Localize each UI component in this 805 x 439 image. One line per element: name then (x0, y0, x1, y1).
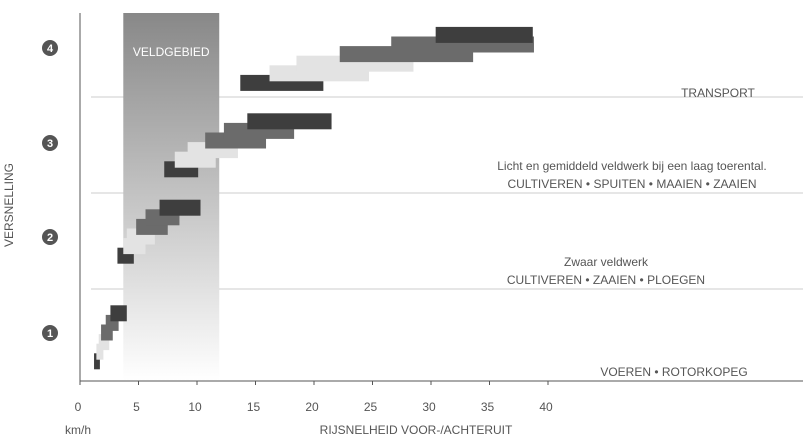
gear-badges: 1 2 3 4 (42, 40, 58, 341)
gear-label: 2 (47, 232, 53, 244)
speed-range-bar (94, 353, 100, 370)
gear-badge (42, 40, 58, 56)
x-tick-label: 0 (75, 400, 82, 414)
speed-range-bar (98, 334, 110, 351)
x-axis-label: RIJSNELHEID VOOR-/ACHTERUIT (320, 423, 513, 437)
zone-label-line: CULTIVEREN • SPUITEN • MAAIEN • ZAAIEN (507, 177, 756, 191)
y-axis-label: VERSNELLING (2, 163, 16, 247)
x-tick-label: 10 (188, 400, 202, 414)
gear-label: 4 (47, 43, 54, 55)
speed-range-bar (110, 305, 127, 322)
x-tick-label: 40 (539, 400, 553, 414)
x-tick-label: 30 (422, 400, 436, 414)
field-zone: VELDGEBIED (123, 13, 220, 381)
x-tick-label: 20 (305, 400, 319, 414)
axes: 0 5 10 15 20 25 30 35 40 (75, 13, 803, 414)
speed-range-bar (101, 324, 113, 341)
gear-badge (42, 135, 58, 151)
gear-badge (42, 325, 58, 341)
speed-range-bars (94, 26, 534, 370)
gear-badge (42, 229, 58, 245)
gear-label: 1 (47, 328, 53, 340)
zone-label-line: CULTIVEREN • ZAAIEN • PLOEGEN (507, 273, 705, 287)
gear-label: 3 (47, 138, 53, 150)
speed-range-bar (247, 113, 332, 130)
zone-label-line: Licht en gemiddeld veldwerk bij een laag… (497, 159, 767, 173)
speed-range-bar (96, 343, 104, 360)
zone-label-line: Zwaar veldwerk (564, 255, 649, 269)
speed-range-bar (435, 26, 533, 43)
speed-range-bar (159, 199, 201, 216)
zone-labels: VOEREN • ROTORKOPEG Zwaar veldwerk CULTIVE… (497, 86, 767, 379)
x-unit-label: km/h (65, 423, 91, 437)
zone-label-line: VOEREN • ROTORKOPEG (600, 365, 747, 379)
zone-label-line: TRANSPORT (681, 86, 755, 100)
x-tick-label: 5 (133, 400, 140, 414)
x-tick-label: 25 (364, 400, 378, 414)
field-zone-area (123, 13, 220, 381)
x-tick-label: 35 (481, 400, 495, 414)
x-tick-label: 15 (247, 400, 261, 414)
field-zone-label: VELDGEBIED (133, 45, 210, 59)
